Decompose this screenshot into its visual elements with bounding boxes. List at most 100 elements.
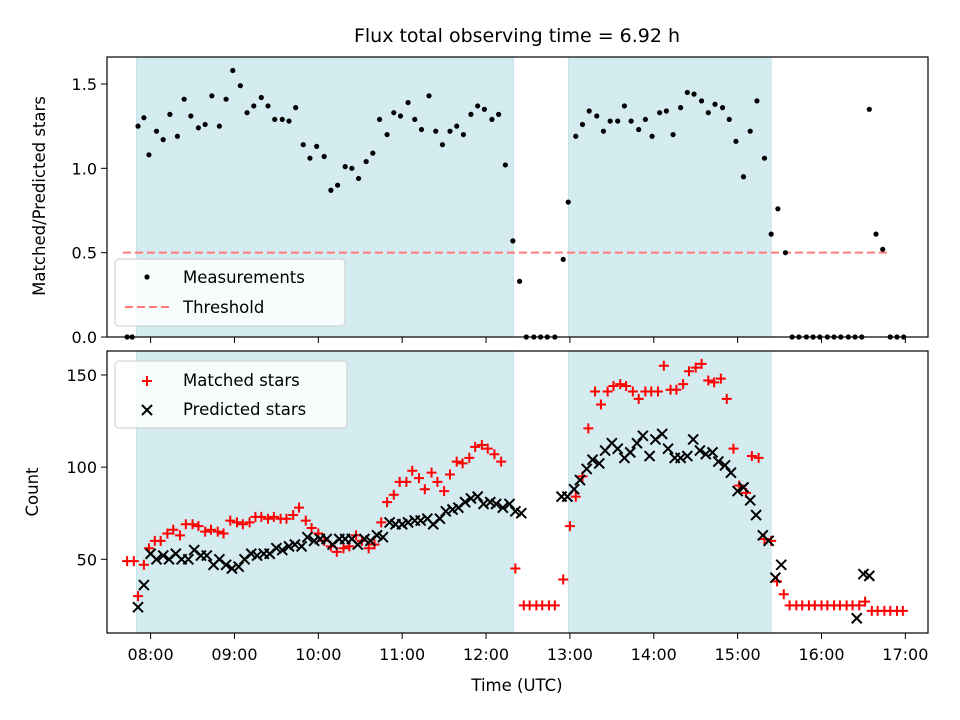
matched-star-point bbox=[897, 605, 908, 616]
matched-star-point bbox=[419, 484, 430, 495]
measurement-point bbox=[244, 110, 250, 116]
matched-star-point bbox=[382, 497, 393, 508]
matched-star-point bbox=[570, 491, 581, 502]
measurement-point bbox=[258, 94, 264, 101]
legend-threshold-label: Threshold bbox=[182, 298, 264, 317]
measurement-point bbox=[880, 246, 886, 252]
measurement-point bbox=[202, 121, 208, 128]
predicted-star-point bbox=[515, 507, 527, 519]
predicted-star-point bbox=[434, 513, 446, 525]
measurement-point bbox=[321, 153, 327, 160]
measurement-point bbox=[328, 187, 334, 193]
x-tick-label: 11:00 bbox=[379, 645, 425, 664]
matched-star-point bbox=[690, 362, 701, 373]
measurement-point bbox=[502, 162, 508, 168]
measurement-point bbox=[405, 99, 411, 106]
legend-predicted-marker bbox=[141, 404, 153, 416]
matched-star-point bbox=[407, 465, 418, 476]
matched-star-point bbox=[753, 452, 764, 463]
predicted-star-point bbox=[574, 474, 586, 486]
measurement-point bbox=[265, 103, 271, 109]
measurement-point bbox=[657, 110, 663, 116]
measurement-point bbox=[600, 128, 607, 134]
matched-star-point bbox=[778, 589, 789, 600]
measurement-point bbox=[167, 111, 173, 117]
matched-star-point bbox=[193, 521, 204, 532]
predicted-star-point bbox=[851, 612, 863, 624]
matched-star-point bbox=[564, 521, 575, 532]
predicted-star-point bbox=[612, 442, 624, 455]
matched-star-point bbox=[218, 528, 229, 539]
predicted-star-point bbox=[681, 450, 694, 462]
measurement-point bbox=[181, 96, 187, 102]
matched-star-point bbox=[457, 458, 468, 469]
predicted-star-point bbox=[459, 496, 471, 508]
measurement-point bbox=[670, 131, 676, 138]
measurement-point bbox=[496, 111, 502, 117]
predicted-star-point bbox=[150, 553, 163, 565]
matched-star-point bbox=[439, 486, 450, 497]
matched-star-point bbox=[558, 574, 569, 585]
measurement-point bbox=[761, 155, 768, 161]
matched-star-point bbox=[746, 451, 757, 462]
predicted-star-point bbox=[157, 549, 169, 562]
y-tick-label: 1.0 bbox=[72, 159, 97, 178]
predicted-star-point bbox=[712, 455, 725, 468]
measurement-point bbox=[636, 126, 642, 133]
predicted-star-point bbox=[402, 516, 414, 529]
x-axis-label: Time (UTC) bbox=[470, 676, 562, 695]
measurement-point bbox=[663, 108, 669, 114]
matched-star-point bbox=[510, 563, 521, 574]
predicted-star-point bbox=[220, 559, 232, 571]
predicted-star-point bbox=[750, 509, 762, 521]
matched-star-point bbox=[363, 543, 374, 554]
predicted-star-point bbox=[289, 538, 301, 551]
predicted-star-point bbox=[687, 433, 699, 446]
y-tick-label: 1.5 bbox=[72, 75, 97, 94]
measurement-point bbox=[174, 133, 181, 139]
measurement-point bbox=[747, 128, 753, 134]
measurement-point bbox=[489, 116, 495, 123]
matched-star-point bbox=[388, 489, 399, 500]
x-tick-label: 12:00 bbox=[463, 645, 509, 664]
matched-star-point bbox=[658, 360, 669, 371]
measurement-point bbox=[370, 150, 376, 156]
matched-star-point bbox=[590, 386, 601, 397]
predicted-star-point bbox=[624, 446, 637, 459]
matched-star-point bbox=[401, 476, 412, 487]
legend-predicted-label: Predicted stars bbox=[183, 400, 306, 419]
matched-star-point bbox=[128, 556, 139, 567]
matched-star-point bbox=[237, 519, 248, 530]
matched-star-point bbox=[549, 600, 560, 611]
predicted-star-point bbox=[497, 501, 509, 514]
measurement-point bbox=[433, 128, 439, 134]
predicted-star-point bbox=[700, 448, 712, 460]
matched-star-point bbox=[633, 393, 644, 404]
measurement-point bbox=[475, 103, 481, 109]
measurement-point bbox=[216, 123, 222, 129]
measurement-point bbox=[391, 110, 397, 116]
x-tick-label: 17:00 bbox=[882, 645, 928, 664]
measurement-point bbox=[628, 118, 634, 124]
predicted-star-point bbox=[226, 562, 238, 575]
measurement-point bbox=[426, 93, 432, 99]
matched-star-point bbox=[583, 423, 594, 434]
measurement-point bbox=[866, 106, 872, 112]
bottom-y-axis-label: Count bbox=[23, 467, 42, 517]
measurement-point bbox=[691, 91, 697, 97]
predicted-star-point bbox=[201, 549, 213, 562]
x-tick-label: 08:00 bbox=[128, 645, 174, 664]
matched-star-point bbox=[608, 381, 619, 392]
matched-star-point bbox=[444, 469, 455, 480]
measurement-point bbox=[642, 116, 648, 123]
measurement-point bbox=[209, 93, 215, 99]
predicted-star-point bbox=[276, 544, 288, 556]
measurement-point bbox=[335, 182, 341, 188]
top-axes-frame bbox=[106, 56, 929, 338]
matched-star-point bbox=[683, 366, 694, 377]
measurement-point bbox=[615, 118, 621, 124]
matched-star-point bbox=[133, 591, 144, 602]
measurement-point bbox=[230, 67, 236, 74]
matched-star-point bbox=[174, 530, 185, 541]
measurement-point bbox=[621, 103, 628, 109]
